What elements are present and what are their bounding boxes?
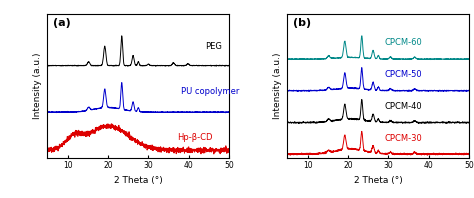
Text: (b): (b) [293,18,311,28]
Y-axis label: Intensity (a.u.): Intensity (a.u.) [273,53,282,119]
Text: CPCM-40: CPCM-40 [384,102,422,111]
Text: CPCM-50: CPCM-50 [384,70,422,79]
X-axis label: 2 Theta (°): 2 Theta (°) [354,176,403,185]
X-axis label: 2 Theta (°): 2 Theta (°) [114,176,163,185]
Y-axis label: Intensity (a.u.): Intensity (a.u.) [33,53,42,119]
Text: PEG: PEG [205,42,222,51]
Text: PU copolymer: PU copolymer [181,87,239,96]
Text: CPCM-30: CPCM-30 [384,133,422,143]
Text: Hp-β-CD: Hp-β-CD [177,133,212,142]
Text: CPCM-60: CPCM-60 [384,38,422,47]
Text: (a): (a) [53,18,71,28]
